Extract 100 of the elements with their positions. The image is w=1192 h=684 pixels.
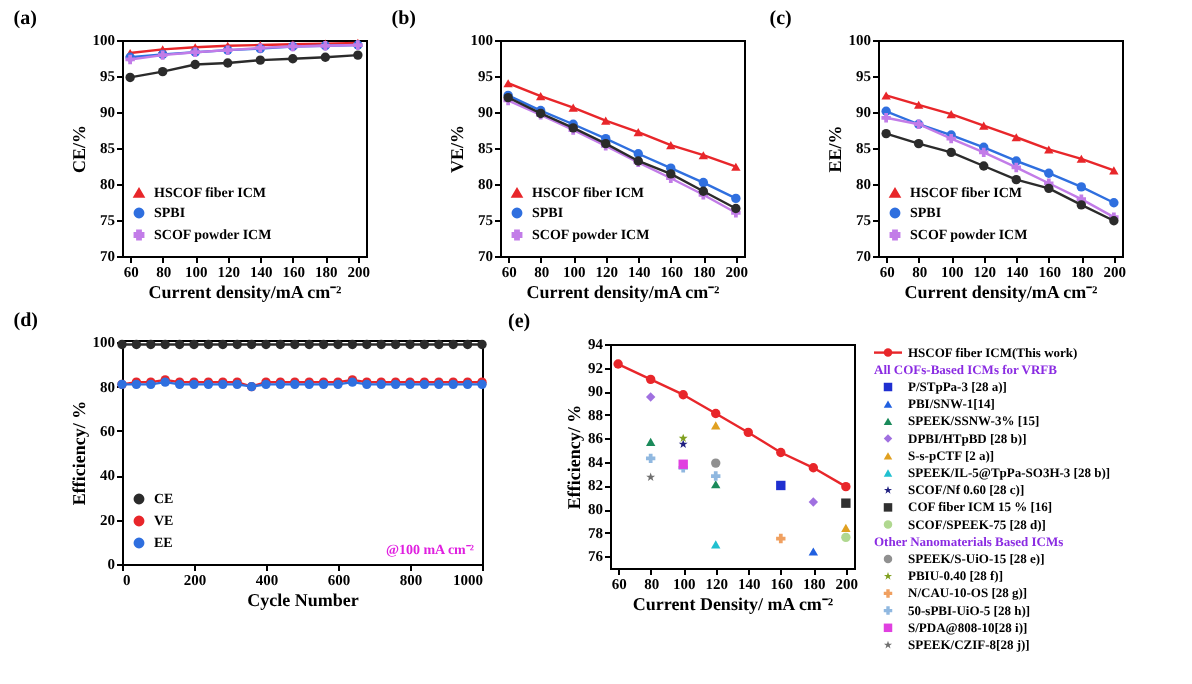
point (645, 437, 656, 446)
point (125, 72, 135, 83)
point (808, 497, 819, 507)
point (1109, 198, 1119, 208)
point (776, 533, 786, 544)
point (1011, 175, 1021, 185)
point (633, 128, 643, 137)
point (362, 339, 372, 350)
point (568, 103, 578, 112)
point (881, 128, 891, 139)
point (731, 162, 741, 171)
point (731, 203, 741, 214)
point (157, 67, 168, 77)
point (255, 55, 265, 65)
point (347, 339, 358, 350)
x-axis-title: Current density/mA cm⁻² (526, 282, 721, 302)
chart-title: (d) (13, 310, 38, 333)
point (160, 339, 170, 350)
point (1011, 162, 1021, 173)
point (448, 339, 458, 350)
y-axis-title: CE/% (68, 124, 89, 174)
point (1076, 154, 1087, 163)
point (390, 339, 401, 350)
point (117, 339, 127, 350)
point (131, 339, 142, 350)
x-axis-title: Cycle Number (247, 590, 359, 610)
point (320, 52, 331, 62)
point (318, 339, 329, 350)
point (190, 59, 200, 70)
point (405, 339, 415, 350)
point (333, 339, 343, 350)
point (743, 427, 753, 438)
point (841, 481, 851, 492)
y-axis-title: Efficiency/ % (564, 404, 584, 510)
point (232, 339, 242, 350)
chart-title: (e) (508, 311, 531, 333)
point (913, 100, 924, 109)
point (946, 147, 956, 157)
point (678, 390, 688, 400)
point (841, 532, 851, 543)
point (881, 91, 891, 100)
point (946, 110, 956, 119)
point (503, 79, 513, 88)
point (711, 458, 721, 468)
point (841, 498, 851, 508)
x-axis-title: Current density/mA cm⁻² (148, 282, 343, 302)
point (1044, 168, 1054, 178)
point (434, 339, 444, 350)
point (601, 116, 611, 125)
point (613, 359, 623, 369)
chart-title: (b) (391, 8, 416, 30)
point (1076, 182, 1087, 192)
point (376, 339, 386, 350)
point (462, 339, 473, 350)
point (841, 523, 851, 532)
x-axis-title: Current density/mA cm⁻² (904, 282, 1099, 302)
point (731, 193, 741, 204)
point (678, 439, 688, 449)
point (353, 50, 363, 60)
point (189, 339, 199, 350)
point (645, 374, 656, 385)
point (711, 408, 721, 419)
point (979, 121, 989, 130)
point (913, 139, 924, 149)
point (776, 447, 786, 458)
point (223, 58, 233, 68)
point (698, 151, 709, 160)
x-axis-title: Current Density/ mA cm⁻² (632, 594, 834, 614)
point (808, 463, 819, 473)
chart-title: (c) (769, 8, 792, 30)
point (261, 339, 271, 350)
point (304, 339, 314, 350)
point (275, 339, 286, 350)
point (1044, 183, 1054, 193)
point (645, 392, 656, 402)
point (1044, 145, 1054, 154)
point (419, 339, 430, 350)
point (776, 480, 786, 491)
point (535, 92, 546, 101)
point (1011, 133, 1021, 142)
point (477, 339, 487, 350)
y-axis-title: VE/% (446, 124, 467, 174)
point (246, 339, 257, 350)
point (979, 161, 989, 171)
point (146, 339, 156, 350)
point (203, 339, 214, 350)
point (711, 471, 721, 481)
point (666, 141, 676, 150)
y-axis-title: EE/% (824, 125, 845, 173)
point (881, 113, 891, 123)
chart-title: (a) (13, 8, 37, 30)
y-axis-title: Efficiency/ % (68, 400, 89, 506)
point (290, 339, 300, 350)
point (698, 177, 709, 188)
point (174, 339, 185, 350)
point (979, 147, 989, 158)
point (288, 54, 298, 64)
point (218, 339, 228, 350)
point (1076, 200, 1087, 210)
point (646, 472, 656, 482)
